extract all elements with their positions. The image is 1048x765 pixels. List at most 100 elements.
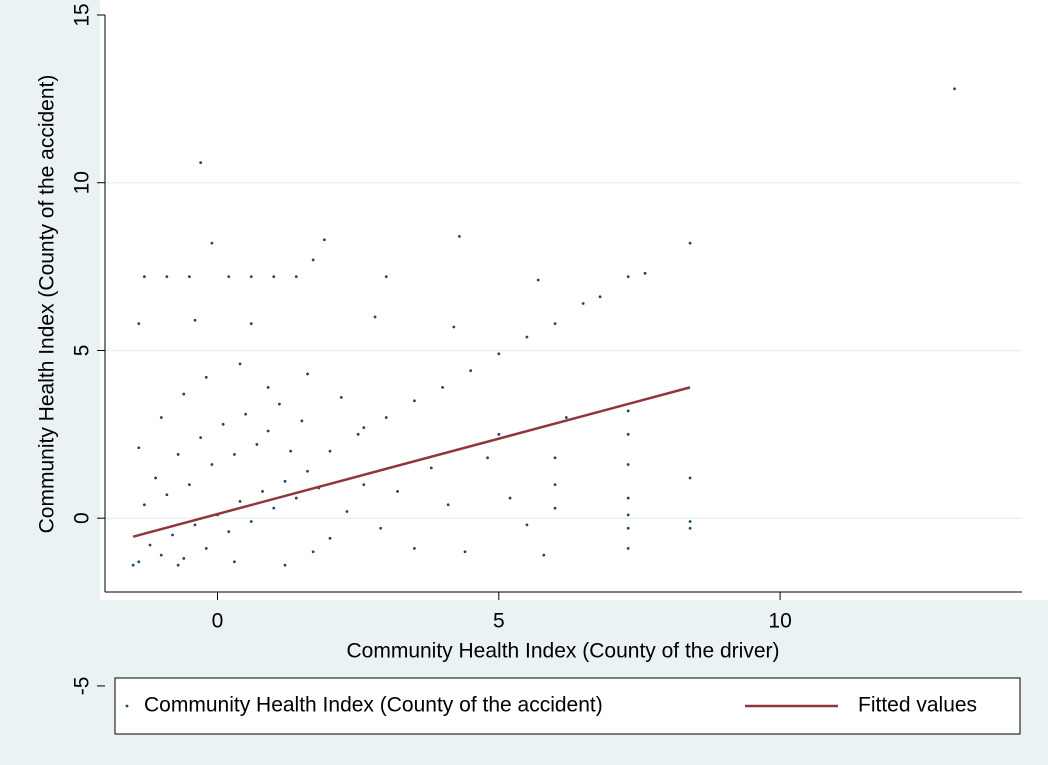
point <box>553 483 557 487</box>
point <box>525 335 529 339</box>
point <box>165 275 169 279</box>
point <box>182 392 186 396</box>
legend-label: Community Health Index (County of the ac… <box>144 694 603 717</box>
x-tick-label: 10 <box>768 610 791 633</box>
point <box>249 520 253 523</box>
point <box>148 543 152 547</box>
point <box>626 275 630 279</box>
point <box>261 489 264 493</box>
point <box>553 456 557 460</box>
point <box>497 432 501 436</box>
point <box>953 87 956 91</box>
legend-marker <box>125 704 129 708</box>
point <box>441 385 444 389</box>
point <box>688 526 692 530</box>
point <box>384 275 388 279</box>
point <box>345 510 349 513</box>
point <box>204 546 208 550</box>
plot-region <box>105 15 1022 592</box>
fitted-line <box>132 386 691 538</box>
point <box>272 275 276 279</box>
point <box>232 560 236 564</box>
point <box>379 526 383 530</box>
point <box>193 318 197 322</box>
y-tick-label: 15 <box>71 3 94 26</box>
point <box>266 385 270 389</box>
point <box>277 402 281 406</box>
point <box>232 453 236 456</box>
point <box>643 271 647 275</box>
y-axis-title: Community Health Index (County of the ac… <box>36 75 59 534</box>
point <box>508 496 512 500</box>
point <box>171 533 174 537</box>
point <box>300 419 304 423</box>
point <box>294 275 298 279</box>
point <box>142 503 146 507</box>
point <box>536 278 540 282</box>
x-tick-label: 0 <box>212 610 224 633</box>
point <box>294 496 298 500</box>
point <box>283 479 287 483</box>
point <box>469 369 473 372</box>
point <box>187 275 191 279</box>
point <box>429 466 433 470</box>
point <box>306 372 309 376</box>
point <box>626 526 630 530</box>
point <box>688 476 692 480</box>
point <box>362 483 366 487</box>
point <box>283 563 287 567</box>
point <box>204 375 208 379</box>
point <box>255 442 259 446</box>
point <box>328 449 332 453</box>
outer-margin <box>0 0 100 765</box>
point <box>182 557 186 560</box>
point <box>249 275 253 279</box>
point <box>137 322 141 326</box>
point <box>137 446 141 450</box>
point <box>486 456 489 460</box>
y-tick-label: 0 <box>71 512 94 524</box>
y-tick-label: 5 <box>71 345 94 357</box>
point <box>626 432 630 436</box>
point <box>311 550 315 554</box>
point <box>311 258 315 262</box>
point <box>159 416 163 419</box>
point <box>553 322 557 326</box>
point <box>137 560 141 564</box>
point <box>193 523 197 527</box>
point <box>581 302 585 305</box>
point <box>165 493 169 497</box>
y-tick-label: 10 <box>71 171 94 194</box>
x-tick-label: 5 <box>493 610 505 633</box>
point <box>564 416 568 419</box>
point <box>238 362 242 366</box>
legend-box <box>114 677 1021 735</box>
point <box>306 469 309 473</box>
point <box>227 530 231 534</box>
y-tick-label: -5 <box>71 677 94 696</box>
point <box>244 412 248 416</box>
point <box>272 506 276 510</box>
point <box>266 429 270 433</box>
point <box>396 489 399 493</box>
point <box>626 463 630 466</box>
point <box>542 553 546 557</box>
point <box>199 436 203 440</box>
point <box>356 432 360 436</box>
x-axis-title: Community Health Index (County of the dr… <box>346 640 779 663</box>
point <box>227 275 231 279</box>
point <box>626 513 630 517</box>
point <box>176 563 180 567</box>
point <box>626 409 630 413</box>
point <box>323 238 326 242</box>
point <box>210 463 214 466</box>
point <box>688 520 692 523</box>
point <box>249 322 253 326</box>
point <box>598 295 602 299</box>
point <box>626 546 630 550</box>
point <box>497 352 501 356</box>
point <box>463 550 467 554</box>
point <box>452 325 456 329</box>
